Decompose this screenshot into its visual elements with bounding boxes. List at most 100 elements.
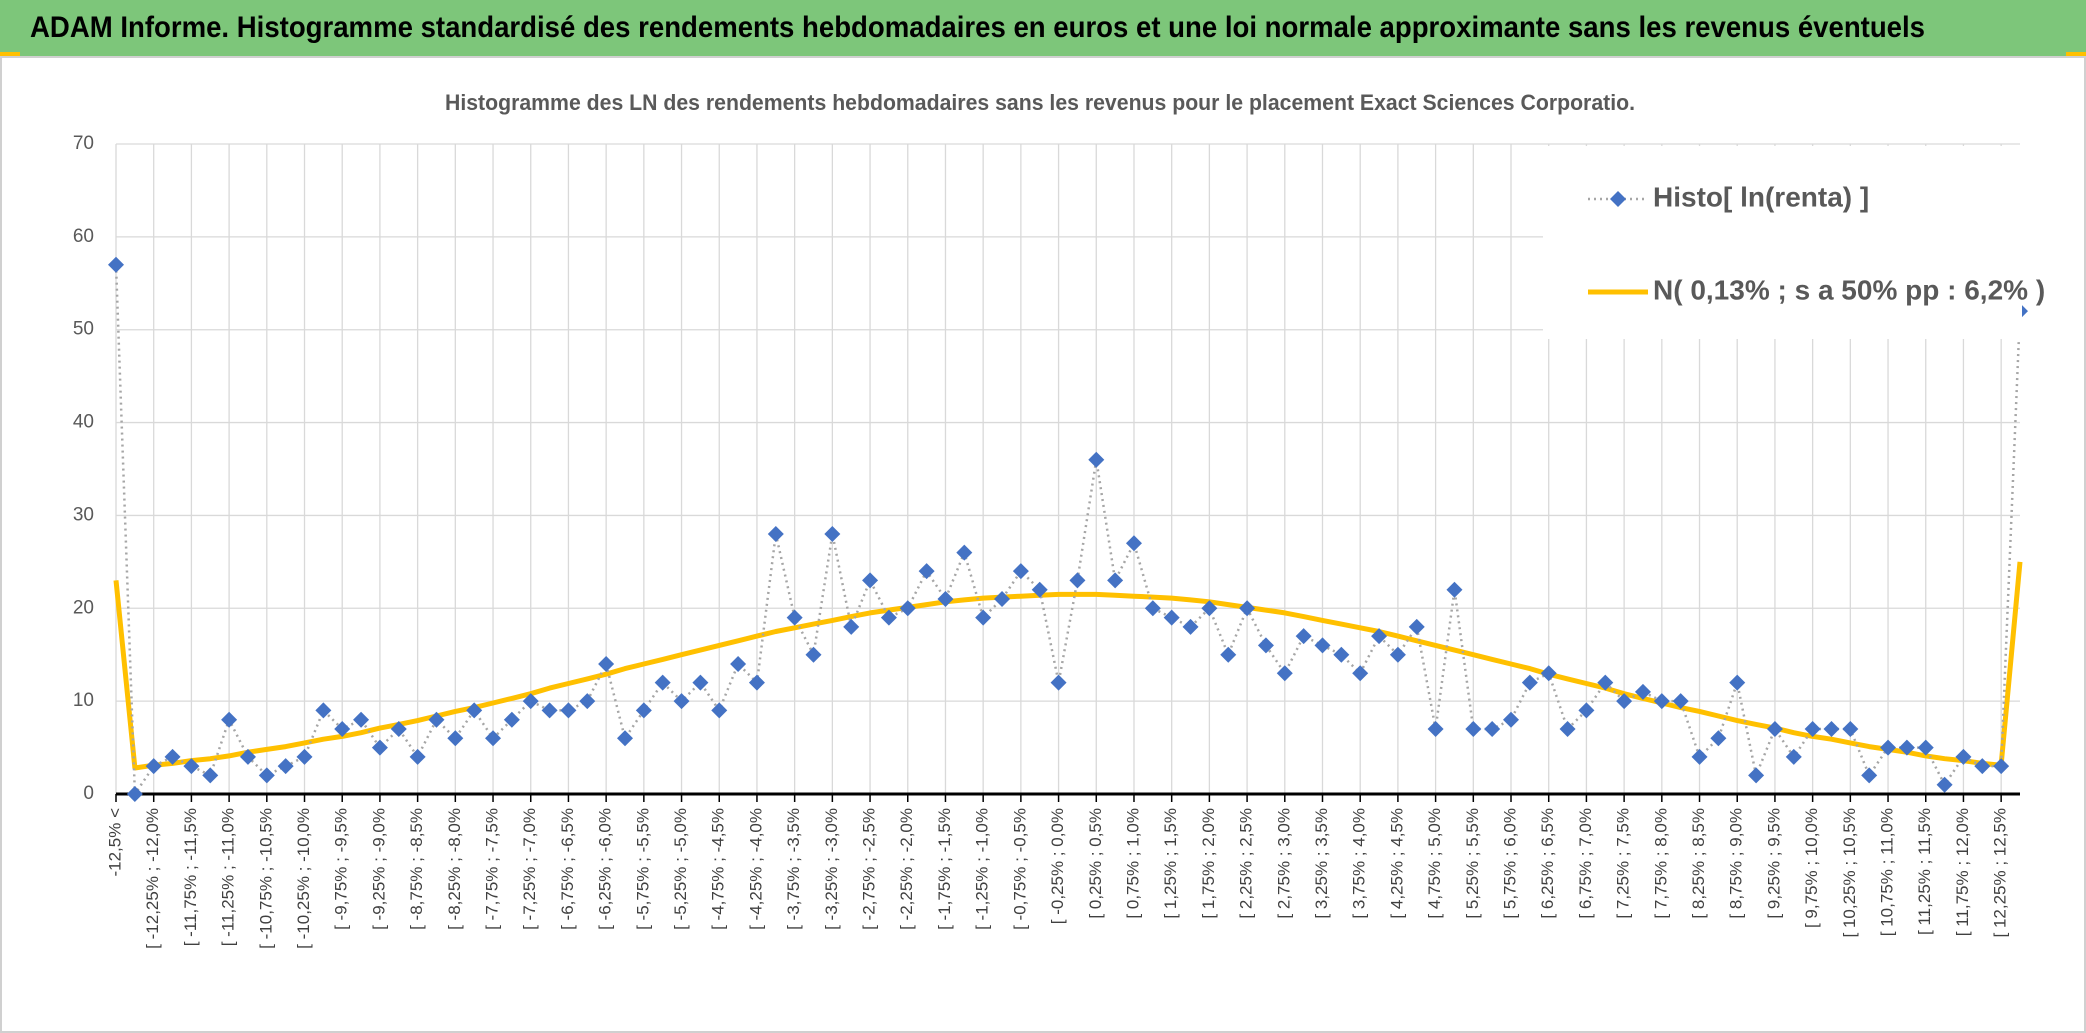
data-point <box>1069 572 1086 589</box>
data-point <box>635 702 652 719</box>
data-point <box>824 526 841 542</box>
x-tick-label: [ 11,25% ; 11,5% <box>1915 808 1934 935</box>
data-point <box>654 674 671 691</box>
data-point <box>956 544 973 561</box>
x-tick-label: [ -7,25% ; -7,0% <box>520 808 539 930</box>
x-tick-label: [ -6,25% ; -6,0% <box>596 808 615 930</box>
x-tick-label: [ 8,75% ; 9,0% <box>1727 808 1746 919</box>
data-point <box>1634 683 1651 700</box>
x-tick-label: [ 0,75% ; 1,0% <box>1123 808 1142 919</box>
corner-mark <box>0 52 20 58</box>
data-point <box>1785 748 1802 765</box>
y-tick-label: 0 <box>83 783 94 804</box>
data-point <box>1672 693 1689 710</box>
data-point <box>1936 776 1953 793</box>
data-point <box>560 702 577 719</box>
frame <box>0 56 2086 1033</box>
data-point <box>296 748 313 765</box>
x-tick-label: [ 9,75% ; 10,0% <box>1802 808 1821 928</box>
data-point <box>1521 674 1538 691</box>
data-point <box>541 702 558 719</box>
data-point <box>1050 674 1067 691</box>
x-tick-label: [ -0,75% ; -0,5% <box>1010 808 1029 930</box>
x-tick-label: [ -4,75% ; -4,5% <box>709 808 728 930</box>
data-point <box>1691 748 1708 765</box>
data-point <box>1804 721 1821 737</box>
data-point <box>1239 600 1256 617</box>
x-tick-label: [ -3,25% ; -3,0% <box>822 808 841 930</box>
data-point <box>126 786 143 802</box>
data-point <box>918 563 935 580</box>
data-point <box>1880 739 1897 756</box>
data-point <box>183 758 200 775</box>
x-tick-label: [ -1,75% ; -1,5% <box>935 808 954 930</box>
data-point <box>1220 646 1237 663</box>
data-point <box>1653 693 1670 710</box>
data-point <box>1201 600 1218 617</box>
data-point <box>164 748 181 765</box>
x-tick-label: [ 9,25% ; 9,5% <box>1764 808 1783 919</box>
x-tick-label: [ -9,75% ; -9,5% <box>332 808 351 930</box>
data-point <box>1088 451 1105 468</box>
data-point <box>1503 711 1520 728</box>
data-point <box>1559 721 1576 737</box>
x-tick-label: [ 6,25% ; 6,5% <box>1538 808 1557 919</box>
data-point <box>1861 767 1878 784</box>
legend-box <box>1543 146 2022 339</box>
data-point <box>843 618 860 635</box>
y-tick-label: 40 <box>73 412 94 433</box>
x-tick-label: [ 7,75% ; 8,0% <box>1651 808 1670 919</box>
data-point <box>1012 563 1029 580</box>
x-tick-label: [ 4,75% ; 5,0% <box>1425 808 1444 919</box>
x-tick-label: [ 1,25% ; 1,5% <box>1161 808 1180 919</box>
data-point <box>1163 609 1180 626</box>
data-point <box>239 748 256 765</box>
x-tick-label: [ 5,25% ; 5,5% <box>1463 808 1482 919</box>
legend-label: N( 0,13% ; s a 50% pp : 6,2% ) <box>1653 274 2045 305</box>
data-point <box>1352 665 1369 682</box>
data-point <box>334 721 351 737</box>
x-tick-label: [ -12,25% ; -12,0% <box>143 808 162 949</box>
legend-marker <box>1610 191 1626 207</box>
header-bar <box>0 0 2086 56</box>
x-tick-label: [ 10,75% ; 11,0% <box>1878 808 1897 936</box>
y-tick-label: 70 <box>73 133 94 154</box>
data-point <box>1974 758 1991 775</box>
data-point <box>1295 628 1312 645</box>
data-point <box>145 758 162 775</box>
data-point <box>1823 721 1840 737</box>
data-point <box>1144 600 1161 617</box>
chart-title: Histogramme des LN des rendements hebdom… <box>445 90 1635 115</box>
data-point <box>598 656 615 672</box>
data-point <box>711 702 728 719</box>
x-tick-label: [ 8,25% ; 8,5% <box>1689 808 1708 919</box>
data-point <box>258 767 275 784</box>
y-tick-label: 30 <box>73 504 94 525</box>
data-point <box>1389 646 1406 663</box>
corner-mark <box>2066 52 2086 58</box>
x-tick-label: [ 4,25% ; 4,5% <box>1387 808 1406 919</box>
data-point <box>108 256 124 273</box>
data-point <box>1333 646 1350 663</box>
x-tick-label: [ -8,25% ; -8,0% <box>445 808 464 930</box>
data-point <box>975 609 992 626</box>
data-point <box>1842 721 1859 737</box>
data-point <box>1710 730 1727 747</box>
data-point <box>1314 637 1331 654</box>
x-tick-label: [ -3,75% ; -3,5% <box>784 808 803 930</box>
data-point <box>1898 739 1915 756</box>
data-point <box>748 674 765 691</box>
data-point <box>1597 674 1614 691</box>
data-point <box>522 693 539 710</box>
y-tick-label: 50 <box>73 319 94 340</box>
x-tick-label: -12,5% < <box>105 808 124 877</box>
data-point <box>202 767 219 784</box>
data-point <box>1465 721 1482 737</box>
data-point <box>1729 674 1746 691</box>
y-tick-label: 10 <box>73 690 94 711</box>
data-point <box>221 711 238 728</box>
data-point <box>447 730 464 747</box>
data-point <box>937 591 954 607</box>
